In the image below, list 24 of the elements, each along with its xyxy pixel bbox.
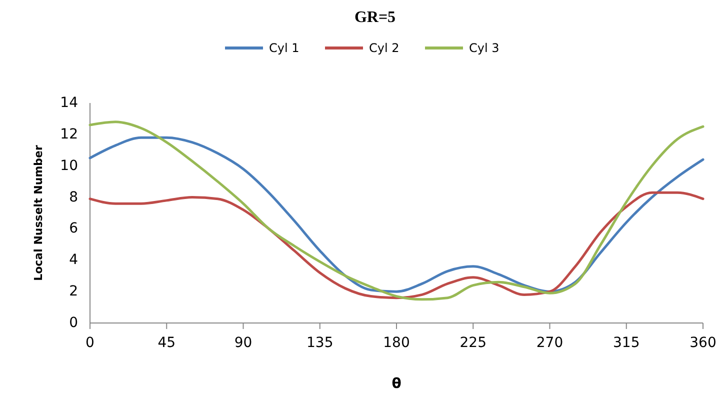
legend-label: Cyl 1 bbox=[269, 41, 300, 55]
line-series bbox=[88, 191, 704, 300]
legend-label: Cyl 2 bbox=[369, 41, 400, 55]
x-tick-label: 45 bbox=[158, 335, 176, 351]
y-tick-label: 0 bbox=[69, 315, 78, 331]
x-tick-label: 270 bbox=[536, 335, 564, 351]
y-axis-title: Local Nusselt Number bbox=[32, 144, 45, 281]
x-tick-label: 180 bbox=[383, 335, 410, 351]
x-tick-label: 0 bbox=[86, 335, 94, 351]
x-tick-label: 360 bbox=[690, 335, 716, 351]
y-tick-label: 14 bbox=[60, 95, 78, 111]
y-tick-label: 6 bbox=[69, 220, 78, 237]
y-tick-label: 4 bbox=[69, 252, 78, 268]
x-axis-title: θ bbox=[392, 376, 402, 392]
y-tick-label: 8 bbox=[69, 189, 78, 206]
legend-label: Cyl 3 bbox=[469, 41, 500, 55]
x-tick-label: 90 bbox=[234, 335, 252, 351]
y-tick-label: 10 bbox=[60, 158, 78, 174]
y-tick-label: 2 bbox=[69, 284, 78, 300]
y-tick-label: 12 bbox=[60, 126, 78, 142]
chart-title: GR=5 bbox=[354, 9, 396, 26]
x-tick-label: 225 bbox=[460, 335, 486, 351]
x-tick-label: 315 bbox=[613, 335, 640, 351]
x-tick-label: 135 bbox=[306, 335, 334, 351]
